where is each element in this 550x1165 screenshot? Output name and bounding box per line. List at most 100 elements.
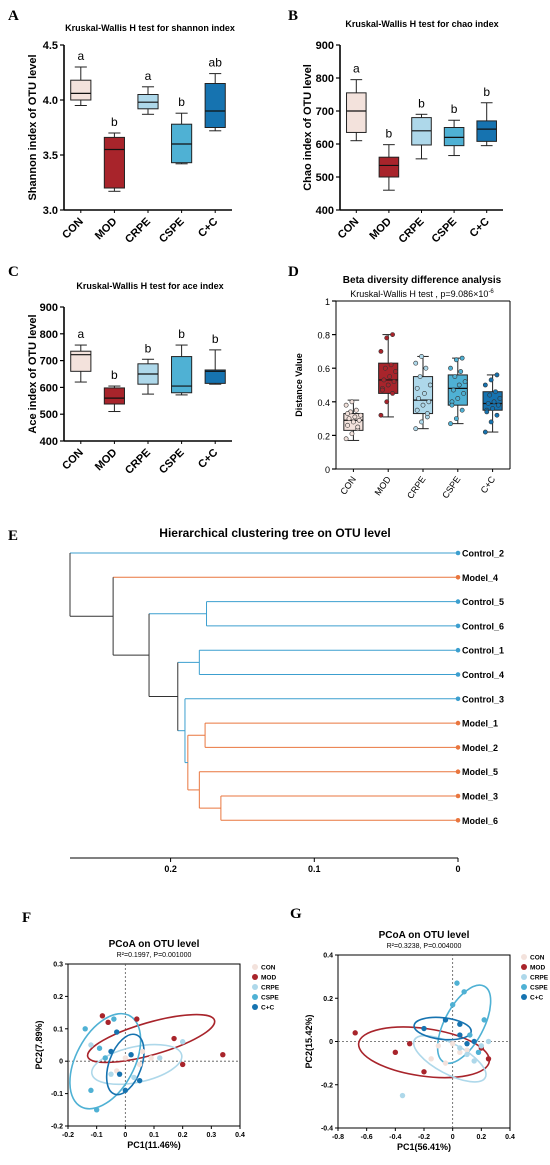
scatter-point xyxy=(136,1077,143,1084)
data-point xyxy=(448,365,453,371)
scatter-point xyxy=(131,1074,137,1081)
legend-marker xyxy=(252,974,258,980)
panel-letter: A xyxy=(8,8,19,24)
data-point xyxy=(419,419,424,425)
data-point xyxy=(488,377,494,383)
leaf-label: Control_1 xyxy=(462,646,504,656)
x-tick-label: 0.2 xyxy=(178,1132,188,1139)
box-mod xyxy=(103,387,125,405)
box-con xyxy=(70,79,92,101)
legend-marker xyxy=(252,1004,258,1010)
x-tick-label: MOD xyxy=(367,216,394,243)
chart-title: Beta diversity difference analysis xyxy=(343,275,502,286)
scatter-point xyxy=(102,1055,108,1061)
x-tick-label: -0.2 xyxy=(418,1134,430,1141)
y-tick-label: 0.8 xyxy=(317,331,330,341)
data-point xyxy=(419,354,424,359)
y-tick-label: 0.4 xyxy=(323,953,333,960)
x-tick-label: 0.4 xyxy=(235,1132,245,1139)
legend-label: CRPE xyxy=(261,985,280,992)
leaf-label: Model_6 xyxy=(462,816,498,826)
box-cspe xyxy=(171,356,193,394)
y-tick-label: 800 xyxy=(40,329,58,341)
data-point xyxy=(378,348,384,354)
legend-marker xyxy=(252,994,258,1000)
data-point xyxy=(393,369,398,374)
scatter-point xyxy=(471,1058,477,1064)
significance-letter: b xyxy=(386,127,393,141)
scatter-point xyxy=(93,1107,100,1113)
legend-label: CRPE xyxy=(530,975,549,982)
subtitle-exponent: -6 xyxy=(488,289,494,295)
chart-title: PCoA on OTU level xyxy=(109,939,200,950)
box-con xyxy=(346,92,367,133)
x-tick-label: -0.2 xyxy=(62,1132,74,1139)
leaf-label: Model_3 xyxy=(462,792,498,802)
data-point xyxy=(352,414,358,420)
y-tick-label: -0.2 xyxy=(321,1082,333,1089)
data-point xyxy=(451,387,456,393)
significance-letter: b xyxy=(178,95,185,109)
data-point xyxy=(426,399,432,405)
x-tick-label: CON xyxy=(60,216,86,242)
scatter-point xyxy=(471,1038,477,1045)
data-point xyxy=(349,431,355,437)
data-point xyxy=(449,402,455,408)
x-tick-label: CON xyxy=(60,447,86,473)
data-point xyxy=(414,385,420,391)
y-tick-label: 0.2 xyxy=(317,431,330,441)
panel-a-shannon: A Kruskal-Wallis H test for shannon index… xyxy=(8,8,235,246)
legend-marker xyxy=(521,984,527,990)
data-point xyxy=(384,335,390,341)
legend-label: MOD xyxy=(261,975,276,982)
leaf-label: Control_2 xyxy=(462,549,504,559)
scatter-point xyxy=(457,1032,463,1038)
legend-marker xyxy=(521,954,527,960)
panel-d-beta-diversity: D Beta diversity difference analysis Krusk… xyxy=(288,264,511,501)
x-tick-label: -0.4 xyxy=(389,1134,401,1141)
data-point xyxy=(385,382,391,388)
y-tick-label: 0 xyxy=(329,1039,333,1046)
x-tick-label: CSPE xyxy=(430,216,460,246)
data-point xyxy=(496,402,501,408)
leaf-label: Control_5 xyxy=(462,597,504,607)
data-point xyxy=(378,412,384,418)
confidence-ellipse-cspe xyxy=(69,1012,142,1110)
chart-title: Kruskal-Wallis H test for shannon index xyxy=(65,23,235,33)
y-tick-label: 900 xyxy=(40,302,58,314)
scatter-point xyxy=(99,1013,106,1019)
panel-f-pcoa: F PCoA on OTU level R²=0.1997, P=0.001000 -… xyxy=(22,910,280,1150)
data-point xyxy=(343,436,349,442)
data-point xyxy=(390,332,395,337)
data-point xyxy=(490,406,495,411)
y-tick-label: 500 xyxy=(316,172,334,184)
data-point xyxy=(461,390,467,396)
scatter-point xyxy=(171,1035,177,1042)
scatter-point xyxy=(449,1040,456,1047)
box-ccc xyxy=(204,369,226,384)
x-tick-label: CRPE xyxy=(397,216,427,246)
leaf-label: Model_2 xyxy=(462,743,498,753)
panel-c-ace: C Kruskal-Wallis H test for ace index 400 5… xyxy=(8,264,232,477)
x-tick-label: CON xyxy=(336,216,362,242)
scatter-point xyxy=(485,1038,492,1045)
data-point xyxy=(416,396,422,401)
confidence-ellipse-mod xyxy=(357,1026,491,1079)
confidence-ellipse-ccc xyxy=(413,1016,472,1041)
significance-letter: a xyxy=(353,62,360,76)
data-point xyxy=(355,424,361,430)
y-tick-label: 0.6 xyxy=(317,364,330,374)
x-tick-label: 0 xyxy=(123,1132,127,1139)
scatter-point xyxy=(105,1019,111,1026)
data-point xyxy=(494,372,500,378)
significance-letter: b xyxy=(418,96,425,110)
legend-marker xyxy=(252,984,258,990)
scatter-point xyxy=(114,1029,120,1035)
y-tick-label: 700 xyxy=(316,106,334,118)
data-point xyxy=(350,419,356,425)
x-tick-label: C+C xyxy=(196,216,220,240)
y-tick-label: 400 xyxy=(316,205,334,217)
scatter-point xyxy=(128,1052,134,1058)
significance-letter: ab xyxy=(209,56,223,70)
data-point xyxy=(456,382,462,388)
